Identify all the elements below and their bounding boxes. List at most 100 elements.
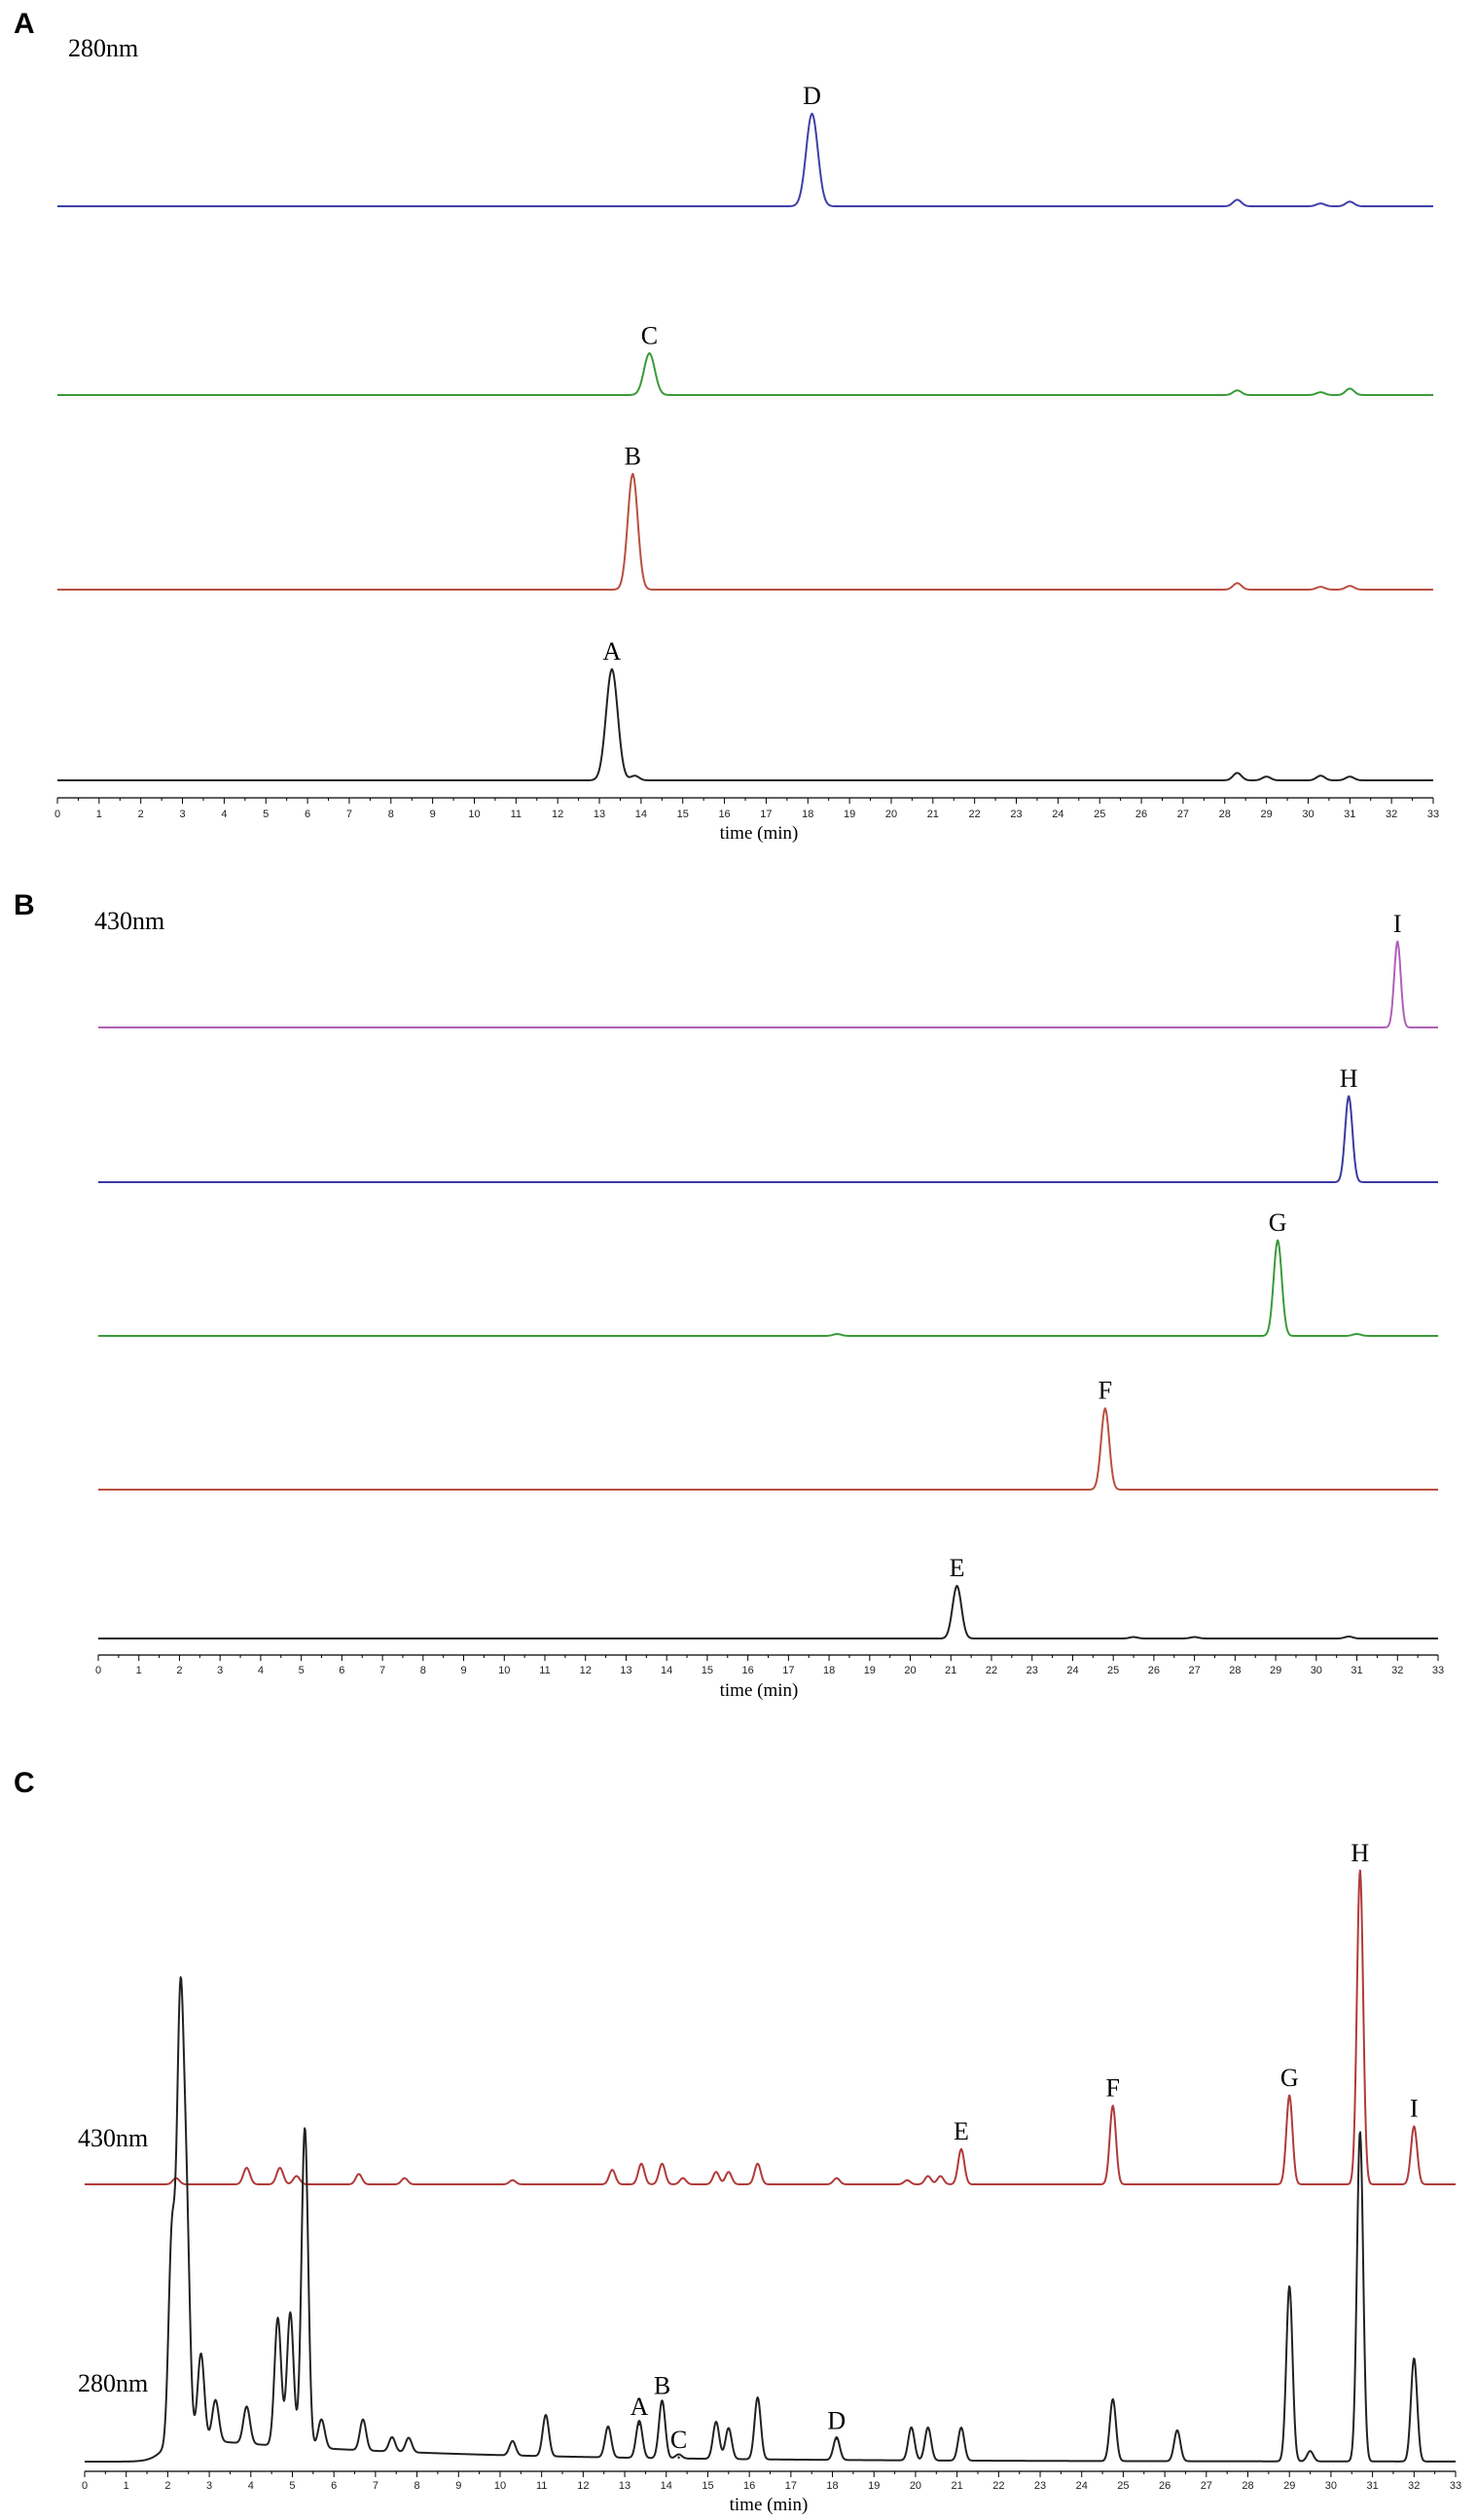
panel-b-peak-label-F: F [1099,1377,1112,1405]
panel-letter-a: A [14,8,35,40]
panel-b-x-tick-label: 12 [580,1665,592,1676]
panel-c-x-tick-label: 3 [206,2480,212,2492]
panel-c-x-tick-label: 31 [1366,2480,1378,2492]
panel-c-x-tick-label: 9 [455,2480,461,2492]
panel-a-x-tick-label: 7 [346,809,352,820]
panel-c-peak-point-B [661,2402,664,2405]
panel-c-x-tick-label: 29 [1283,2480,1295,2492]
panel-b-peak-label-G: G [1269,1208,1287,1237]
panel-a-peak-label-C: C [641,321,658,349]
panel-c-x-tick-label: 33 [1450,2480,1461,2492]
panel-b-wavelength-label: 430nm [94,907,164,935]
panel-c-x-tick-label: 21 [952,2480,963,2492]
panel-a-x-tick-label: 17 [760,809,772,820]
panel-a-x-tick-label: 9 [430,809,436,820]
panel-b-x-tick-label: 11 [539,1665,550,1676]
panel-c-peak-label-G: G [1280,2064,1299,2092]
panel-c-x-tick-label: 14 [661,2480,672,2492]
panel-c-peak-point-C [677,2456,680,2459]
panel-a-peak-point-C [648,352,651,355]
panel-b-series-4-line [97,1585,1439,1639]
panel-b-x-tick-label: 31 [1351,1665,1362,1676]
panel-c-x-tick-label: 10 [494,2480,506,2492]
panel-b-x-tick-label: 18 [823,1665,835,1676]
panel-c-x-tick-label: 25 [1117,2480,1129,2492]
panel-c-x-tick-label: 4 [248,2480,254,2492]
panel-b-x-tick-label: 9 [460,1665,466,1676]
panel-c-x-tick-label: 6 [331,2480,337,2492]
panel-a-x-tick-label: 23 [1010,809,1022,820]
panel-c-peak-point-G [1288,2094,1291,2098]
panel-b-x-tick-label: 14 [661,1665,672,1676]
panel-a-peak-point-D [811,112,813,116]
panel-b-x-tick-label: 21 [945,1665,956,1676]
panel-c-x-tick-label: 23 [1034,2480,1046,2492]
panel-b-x-tick-label: 16 [742,1665,754,1676]
panel-c-x-tick-label: 15 [702,2480,713,2492]
panel-b-x-axis-title: time (min) [720,1680,799,1701]
panel-a-x-tick-label: 19 [844,809,855,820]
panel-b-peak-label-E: E [950,1554,965,1582]
panel-c-peak-label-H: H [1351,1839,1369,1867]
panel-a-x-tick-label: 31 [1344,809,1355,820]
panel-a-series-1-line [57,352,1433,396]
panel-c-x-tick-label: 1 [124,2480,129,2492]
panel-b-x-tick-label: 8 [420,1665,426,1676]
panel-b-x-tick-label: 17 [782,1665,794,1676]
panel-a-x-tick-label: 30 [1302,809,1314,820]
panel-c-series-label-430nm: 430nm [78,2124,148,2152]
panel-b-x-tick-label: 5 [299,1665,305,1676]
panel-b-x-tick-label: 28 [1229,1665,1241,1676]
panel-a-x-tick-label: 24 [1052,809,1063,820]
panel-a-x-tick-label: 3 [179,809,185,820]
panel-a-x-tick-label: 12 [552,809,563,820]
panel-a-peak-point-B [631,473,634,476]
panel-c-x-tick-label: 12 [577,2480,589,2492]
panel-c-peak-point-D [835,2437,839,2440]
panel-b-peak-point-E [955,1584,958,1588]
panel-a-x-tick-label: 32 [1386,809,1397,820]
panel-b-x-tick-label: 13 [620,1665,631,1676]
panel-c-peak-label-F: F [1106,2073,1120,2102]
panel-b-x-tick-label: 3 [217,1665,223,1676]
panel-c-peak-label-A: A [630,2393,649,2421]
panel-c-series-1-line [84,1976,1457,2463]
panel-letter-c: C [14,1767,35,1799]
panel-c-x-axis-title: time (min) [730,2495,809,2515]
panel-c-x-tick-label: 24 [1076,2480,1088,2492]
panel-c-x-tick-label: 19 [868,2480,880,2492]
panel-c-peak-label-B: B [654,2372,670,2400]
panel-c-x-tick-label: 13 [619,2480,630,2492]
panel-b-series-2-line [97,1240,1439,1337]
panel-c-chart: 0 1 2 3 4 5 6 7 8 9 10 11 12 13 14 15 16 17 18 19 20 21 22 23 24… [82,1839,1461,2492]
panel-a-x-tick-label: 27 [1177,809,1189,820]
panel-c-series-label-280nm: 280nm [78,2369,148,2397]
panel-c-series-0-line [84,1870,1457,2185]
panel-b-x-tick-label: 24 [1066,1665,1078,1676]
panel-a-x-tick-label: 14 [635,809,647,820]
panel-a-x-tick-label: 18 [802,809,813,820]
panel-c-peak-label-I: I [1410,2095,1419,2123]
panel-a-x-tick-label: 15 [677,809,689,820]
panel-a-series-0-line [57,113,1433,207]
panel-b-x-tick-label: 26 [1148,1665,1160,1676]
panel-c-peak-label-D: D [827,2407,846,2435]
panel-b-series-0-line [97,941,1439,1028]
panel-c-x-tick-label: 2 [164,2480,170,2492]
panel-a-x-tick-label: 11 [511,809,522,820]
panel-b-x-tick-label: 23 [1027,1665,1038,1676]
panel-a-x-tick-label: 8 [388,809,394,820]
panel-b-x-tick-label: 22 [986,1665,997,1676]
panel-a-series-2-line [57,473,1433,591]
panel-c-x-tick-label: 5 [289,2480,295,2492]
panel-c-x-tick-label: 16 [743,2480,755,2492]
panel-c-x-tick-label: 20 [910,2480,921,2492]
panel-a-peak-point-A [610,667,614,671]
panel-a-x-axis-title: time (min) [720,823,799,844]
panel-b-x-tick-label: 29 [1270,1665,1281,1676]
panel-a-x-tick-label: 1 [96,809,102,820]
panel-b-x-tick-label: 1 [136,1665,142,1676]
panel-c-peak-point-A [637,2423,641,2427]
panel-b-x-tick-label: 4 [258,1665,264,1676]
